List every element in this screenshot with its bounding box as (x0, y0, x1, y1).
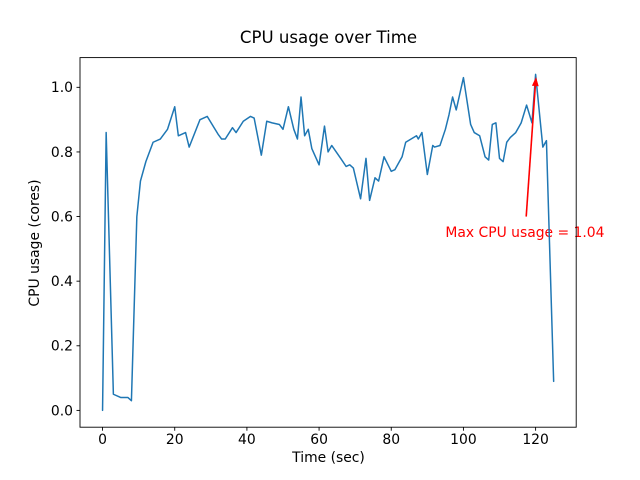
svg-text:0.8: 0.8 (51, 145, 73, 161)
svg-text:40: 40 (238, 432, 256, 448)
svg-text:1.0: 1.0 (51, 80, 73, 96)
chart-title: CPU usage over Time (239, 28, 418, 47)
svg-text:120: 120 (522, 432, 549, 448)
max-cpu-annotation: Max CPU usage = 1.04 (445, 224, 605, 241)
svg-text:0: 0 (98, 432, 107, 448)
x-axis-label: Time (sec) (292, 450, 365, 466)
svg-text:0.4: 0.4 (51, 274, 73, 290)
svg-text:100: 100 (450, 432, 477, 448)
svg-text:0.6: 0.6 (51, 209, 73, 225)
svg-text:0.0: 0.0 (51, 403, 73, 419)
svg-text:0.2: 0.2 (51, 339, 73, 355)
svg-text:60: 60 (310, 432, 328, 448)
svg-text:20: 20 (166, 432, 184, 448)
svg-text:80: 80 (382, 432, 400, 448)
